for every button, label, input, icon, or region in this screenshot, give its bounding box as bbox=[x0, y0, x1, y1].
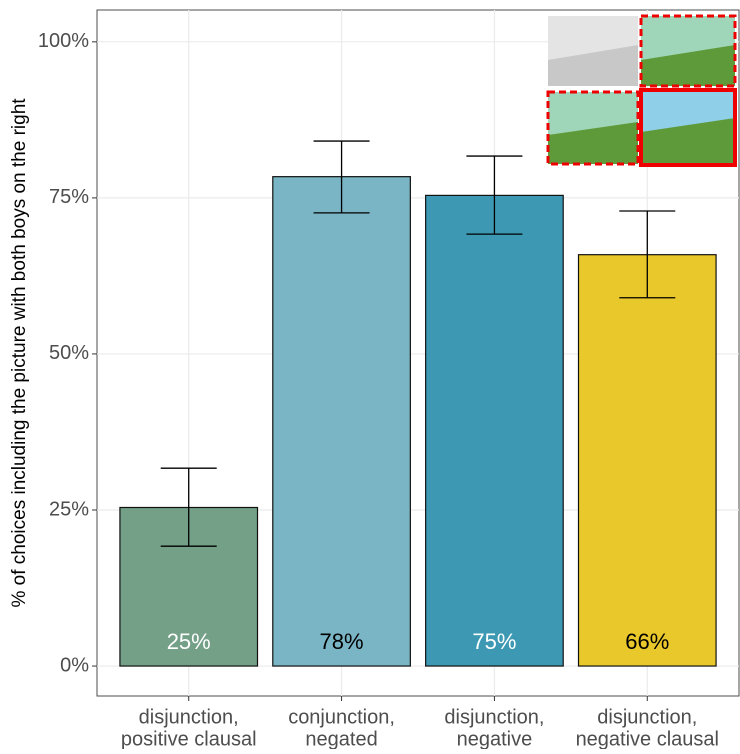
x-tick-label: negative bbox=[457, 728, 533, 749]
panel-border bbox=[639, 88, 737, 167]
y-tick-label: 100% bbox=[38, 30, 89, 52]
value-label: 66% bbox=[625, 629, 669, 654]
value-label: 78% bbox=[320, 629, 364, 654]
x-tick-label: disjunction, bbox=[444, 706, 544, 728]
panel-border bbox=[639, 14, 737, 88]
panel-border bbox=[546, 90, 640, 166]
inset-illustration bbox=[546, 14, 737, 167]
panel-ground bbox=[641, 45, 735, 86]
bar bbox=[272, 176, 411, 667]
y-tick-label: 75% bbox=[49, 186, 89, 208]
x-tick-label: conjunction, bbox=[288, 706, 395, 728]
y-tick-label: 25% bbox=[49, 498, 89, 520]
value-label: 25% bbox=[167, 629, 211, 654]
panel-ground bbox=[641, 118, 735, 165]
bar bbox=[425, 194, 564, 667]
y-axis-label: % of choices including the picture with … bbox=[9, 98, 30, 608]
panel-ground bbox=[548, 122, 638, 164]
bar bbox=[577, 254, 717, 667]
y-tick-label: 0% bbox=[60, 654, 89, 676]
x-tick-label: positive clausal bbox=[121, 728, 257, 749]
x-tick-label: disjunction, bbox=[139, 706, 239, 728]
x-tick-label: negated bbox=[305, 728, 377, 749]
y-tick-label: 50% bbox=[49, 342, 89, 364]
x-tick-label: disjunction, bbox=[597, 706, 697, 728]
panel-ground bbox=[548, 45, 638, 86]
value-label: 75% bbox=[472, 629, 516, 654]
x-tick-label: negative clausal bbox=[576, 728, 719, 749]
